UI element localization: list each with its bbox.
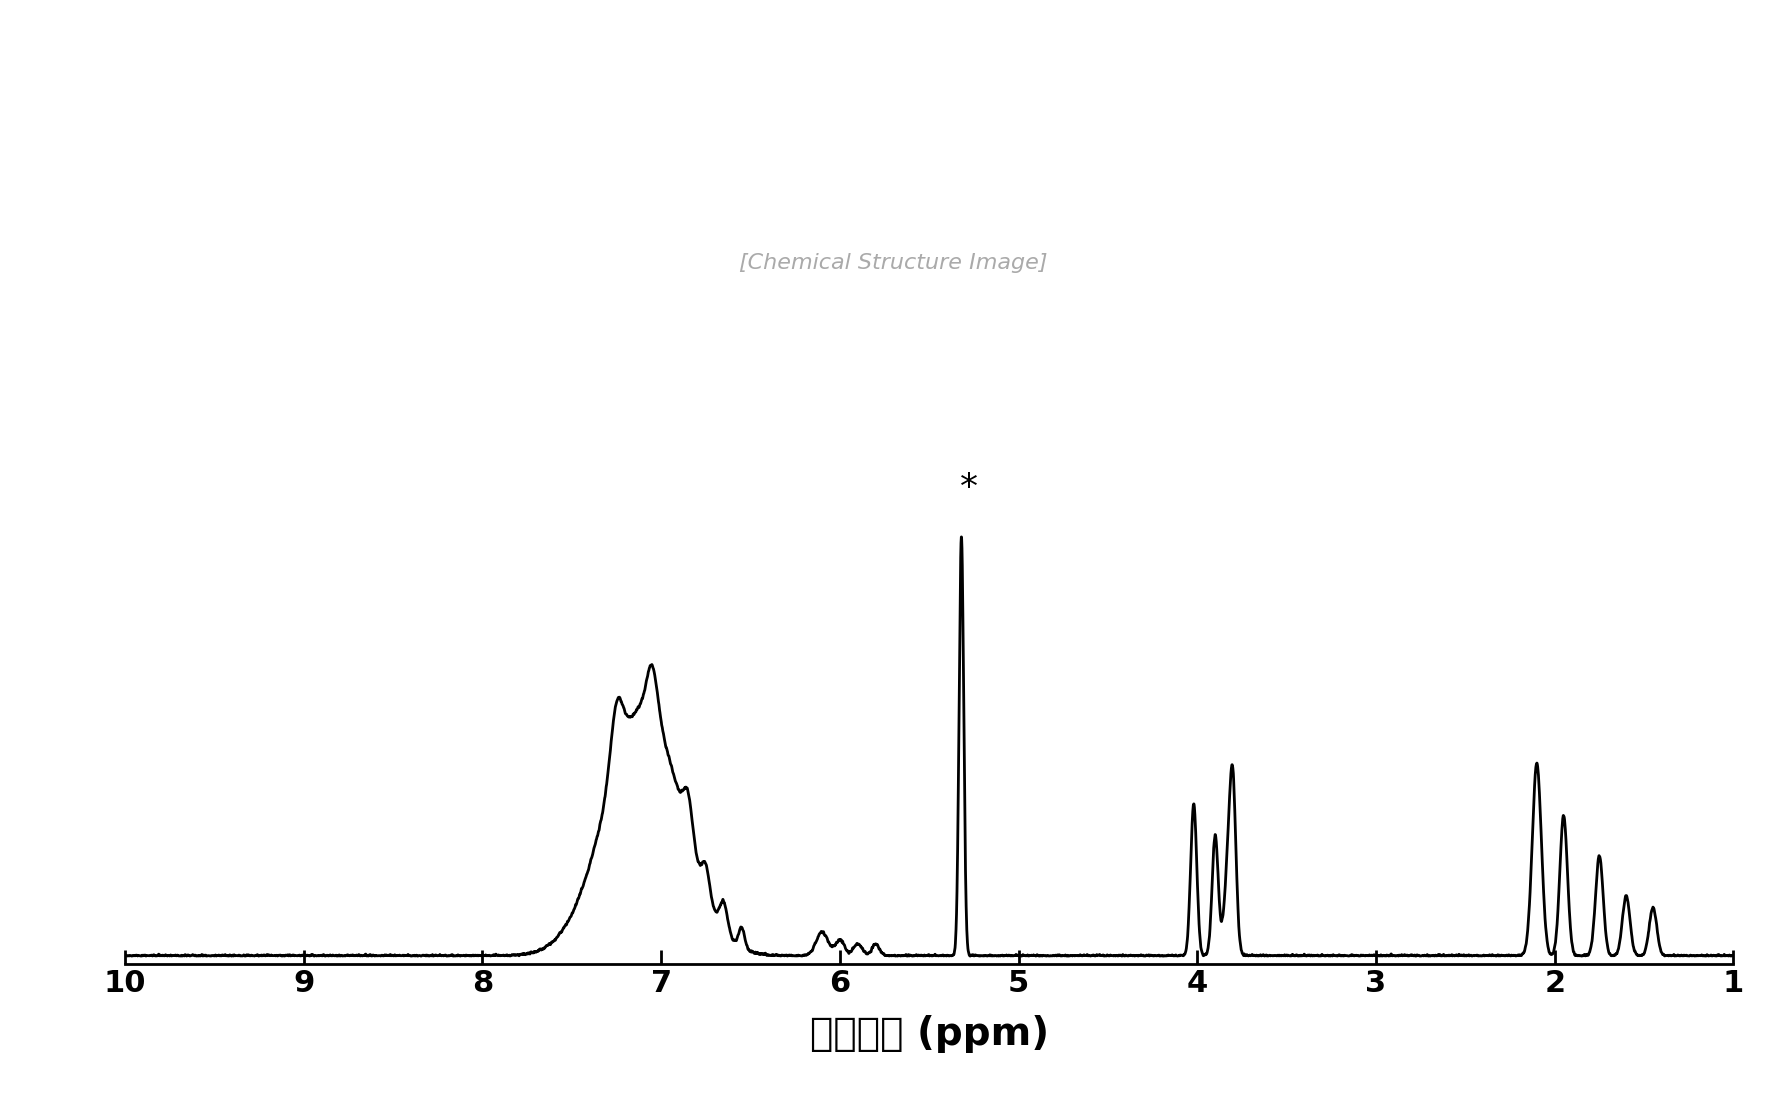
X-axis label: 化学位移 (ppm): 化学位移 (ppm) <box>810 1015 1049 1053</box>
Text: [Chemical Structure Image]: [Chemical Structure Image] <box>740 253 1047 273</box>
Text: *: * <box>960 471 977 505</box>
